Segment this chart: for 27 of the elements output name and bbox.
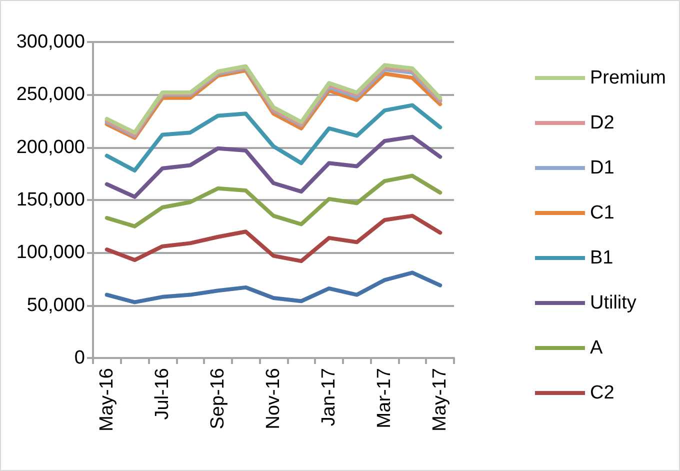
- x-tick-label: Jul-16: [152, 368, 173, 420]
- line-series: [104, 174, 442, 228]
- y-tick-label: 300,000: [16, 32, 85, 52]
- line-series: [104, 103, 442, 173]
- legend-label: A: [590, 338, 603, 358]
- y-tick-label: 150,000: [16, 190, 85, 210]
- legend-label: D1: [590, 158, 614, 178]
- legend-label: B1: [590, 248, 614, 268]
- legend-label: D2: [590, 112, 614, 134]
- legend-label: C1: [590, 202, 614, 224]
- x-tick-label: Jan-17: [318, 368, 340, 426]
- x-tick-label: May-16: [96, 368, 118, 432]
- x-tick-label: Mar-17: [374, 368, 396, 428]
- y-tick-label: 0: [74, 348, 85, 368]
- x-tick-label: Sep-16: [207, 368, 228, 430]
- line-series: [104, 214, 442, 264]
- line-series: [104, 134, 442, 199]
- y-tick-label: 100,000: [16, 242, 85, 264]
- legend-label: Premium: [590, 68, 666, 88]
- x-tick-label: May-17: [430, 368, 451, 432]
- x-tick-label: Nov-16: [263, 368, 284, 430]
- legend-label: Utility: [590, 292, 637, 314]
- y-tick-label: 250,000: [16, 84, 85, 106]
- y-tick-label: 50,000: [26, 294, 85, 316]
- legend-label: C2: [590, 382, 614, 404]
- y-tick-label: 200,000: [16, 136, 85, 158]
- line-series: [104, 270, 442, 304]
